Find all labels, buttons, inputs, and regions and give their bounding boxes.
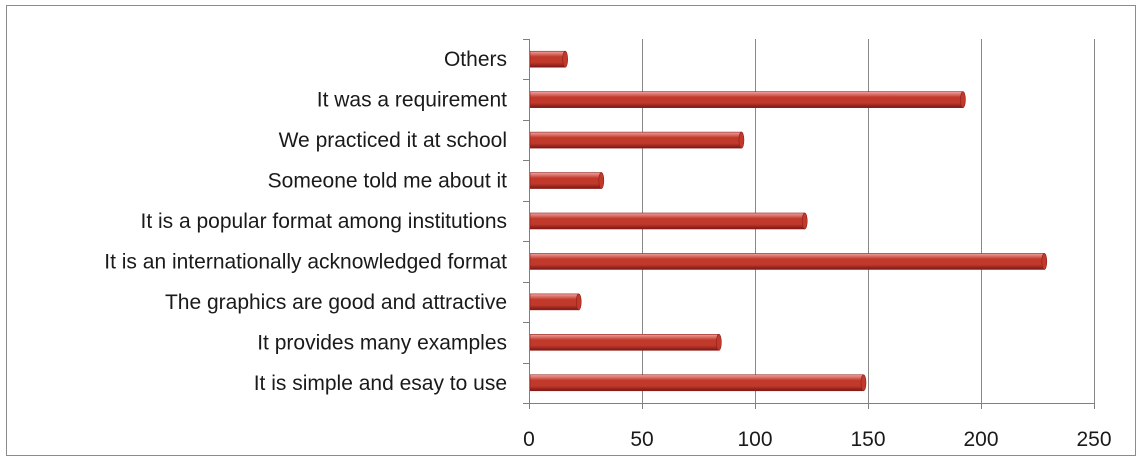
bar — [529, 131, 745, 149]
bar-cap — [1041, 253, 1048, 270]
bar — [529, 91, 966, 108]
bar-body — [529, 91, 964, 108]
bar-body — [529, 293, 580, 311]
bar-body — [529, 334, 720, 351]
bar-body — [529, 131, 742, 149]
x-tick-label: 250 — [1076, 428, 1111, 451]
bars — [529, 50, 1048, 392]
bar-cap — [738, 131, 745, 149]
category-label: Others — [444, 48, 507, 71]
category-label: It is an internationally acknowledged fo… — [104, 250, 507, 273]
bar-cap — [960, 91, 966, 108]
x-tick-label: 0 — [523, 428, 535, 451]
bar-body — [529, 172, 602, 189]
x-tick-label: 50 — [630, 428, 653, 451]
bar — [529, 253, 1048, 270]
bar-body — [529, 50, 566, 68]
bar-cap — [575, 293, 582, 311]
bar-body — [529, 212, 806, 230]
category-label: The graphics are good and attractive — [165, 291, 507, 314]
x-tick-labels: 0 50 100 150 200 250 — [523, 428, 1111, 451]
bar-cap — [860, 374, 867, 392]
bar — [529, 50, 568, 68]
bar-cap — [716, 334, 722, 351]
category-label: It provides many examples — [257, 331, 507, 354]
bar-cap — [801, 212, 808, 230]
bar-body — [529, 374, 864, 392]
x-tick-label: 100 — [737, 428, 772, 451]
bar — [529, 212, 808, 230]
category-label: It was a requirement — [317, 89, 507, 112]
category-label: It is simple and esay to use — [254, 372, 507, 395]
bar-cap — [598, 172, 605, 189]
bar-chart: It is simple and esay to use It provides … — [104, 39, 1112, 451]
category-label: It is a popular format among institution… — [140, 210, 507, 233]
category-label: We practiced it at school — [279, 129, 507, 152]
x-tick-label: 200 — [963, 428, 998, 451]
axes — [523, 39, 1095, 409]
category-labels: It is simple and esay to use It provides … — [104, 48, 507, 395]
bar — [529, 172, 605, 189]
x-tick-label: 150 — [850, 428, 885, 451]
bar — [529, 293, 582, 311]
bar-cap — [562, 50, 568, 68]
bar — [529, 334, 722, 351]
category-label: Someone told me about it — [268, 170, 507, 193]
bar-body — [529, 253, 1045, 270]
chart-frame: It is simple and esay to use It provides … — [6, 5, 1136, 456]
bar — [529, 374, 867, 392]
